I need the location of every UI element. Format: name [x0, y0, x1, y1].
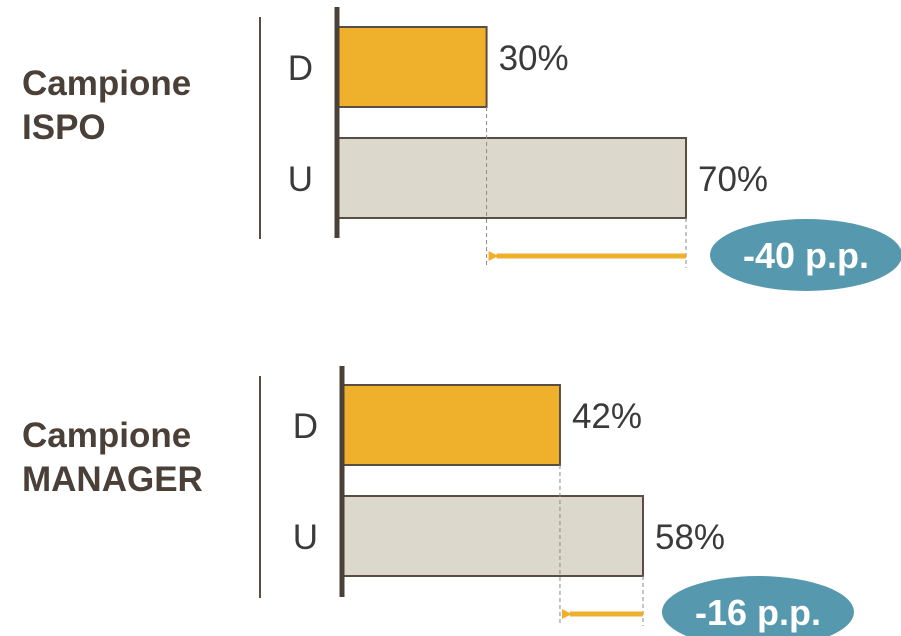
difference-badge-label: -40 p.p.	[743, 235, 869, 276]
bar-chart-manager: D 42% U 58% -16 p.p.	[293, 366, 854, 636]
group-separator	[259, 17, 261, 239]
bar-d	[336, 26, 488, 108]
bar-u	[341, 495, 644, 577]
group-label-ispo: Campione ISPO	[22, 62, 191, 150]
value-label: 42%	[572, 397, 642, 436]
category-label: D	[288, 49, 313, 88]
chart-panel-manager: Campione MANAGER D 42% U 58% -16 p.p.	[0, 318, 901, 636]
bar-d	[341, 384, 561, 466]
group-label-manager: Campione MANAGER	[22, 414, 203, 502]
difference-badge	[662, 576, 854, 636]
group-label-line-2: MANAGER	[22, 460, 203, 499]
value-label: 70%	[698, 160, 768, 199]
chart-panel-ispo: Campione ISPO D 30% U 70% -40 p.p.	[22, 7, 901, 291]
bar-u	[336, 137, 687, 219]
difference-badge	[710, 219, 901, 291]
value-label: 30%	[499, 39, 569, 78]
value-label: 58%	[655, 518, 725, 557]
category-label: U	[288, 160, 313, 199]
category-label: U	[293, 518, 318, 557]
group-label-line-1: Campione	[22, 64, 192, 103]
bar-chart-ispo: D 30% U 70% -40 p.p.	[288, 7, 901, 291]
group-separator	[259, 376, 261, 598]
group-label-line-1: Campione	[22, 416, 192, 455]
difference-badge-label: -16 p.p.	[695, 592, 821, 633]
group-label-line-2: ISPO	[22, 108, 106, 147]
category-label: D	[293, 407, 318, 446]
